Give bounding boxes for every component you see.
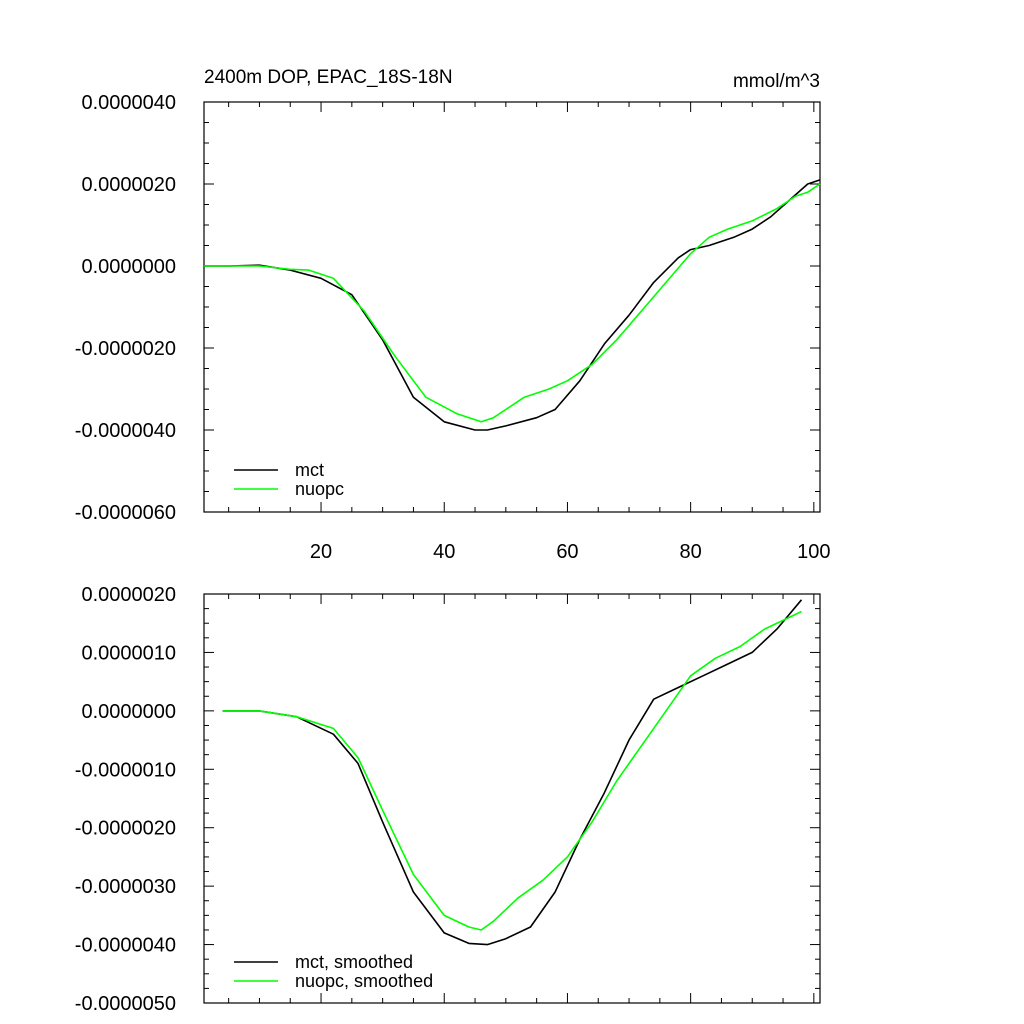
top-legend-label: mct xyxy=(295,460,324,480)
bottom-series-line-mct-smoothed xyxy=(222,599,803,946)
top-y-tick-label: 0.0000040 xyxy=(81,92,176,114)
top-x-tick-label: 80 xyxy=(680,541,702,563)
bottom-series-line-nuopc-smoothed xyxy=(222,610,802,931)
top-panel-title: 2400m DOP, EPAC_18S-18N xyxy=(204,67,453,88)
bottom-y-tick-label: -0.0000010 xyxy=(75,759,176,781)
bottom-legend-label: mct, smoothed xyxy=(295,952,413,972)
top-y-tick-label: -0.0000020 xyxy=(75,338,176,360)
top-series-line-nuopc xyxy=(204,183,821,423)
top-x-tick-label: 40 xyxy=(433,541,455,563)
bottom-y-tick-label: -0.0000020 xyxy=(75,818,176,840)
top-y-tick-label: -0.0000060 xyxy=(75,502,176,524)
bottom-plot-frame xyxy=(203,593,821,1004)
bottom-y-tick-label: -0.0000030 xyxy=(75,876,176,898)
top-panel-units: mmol/m^3 xyxy=(733,71,820,92)
top-y-tick-label: 0.0000000 xyxy=(81,256,176,278)
top-x-tick-label: 20 xyxy=(310,541,332,563)
bottom-legend-label: nuopc, smoothed xyxy=(295,971,433,991)
bottom-y-tick-label: 0.0000010 xyxy=(81,642,176,664)
bottom-y-tick-label: 0.0000020 xyxy=(81,584,176,606)
bottom-y-tick-label: 0.0000000 xyxy=(81,701,176,723)
top-plot-frame xyxy=(203,101,821,513)
bottom-y-tick-label: -0.0000040 xyxy=(75,935,176,957)
top-x-tick-label: 60 xyxy=(556,541,578,563)
top-panel: 2400m DOP, EPAC_18S-18N mmol/m^3 20 40 60 8… xyxy=(75,67,831,563)
bottom-panel: 0.0000020 0.0000010 0.0000000 -0.0000010 -0.… xyxy=(75,584,821,1015)
top-x-tick-label: 100 xyxy=(797,541,830,563)
bottom-y-tick-label: -0.0000050 xyxy=(75,993,176,1015)
top-legend-label: nuopc xyxy=(295,479,344,499)
top-y-tick-label: -0.0000040 xyxy=(75,420,176,442)
top-y-tick-label: 0.0000020 xyxy=(81,174,176,196)
top-series-line-mct xyxy=(204,179,821,431)
